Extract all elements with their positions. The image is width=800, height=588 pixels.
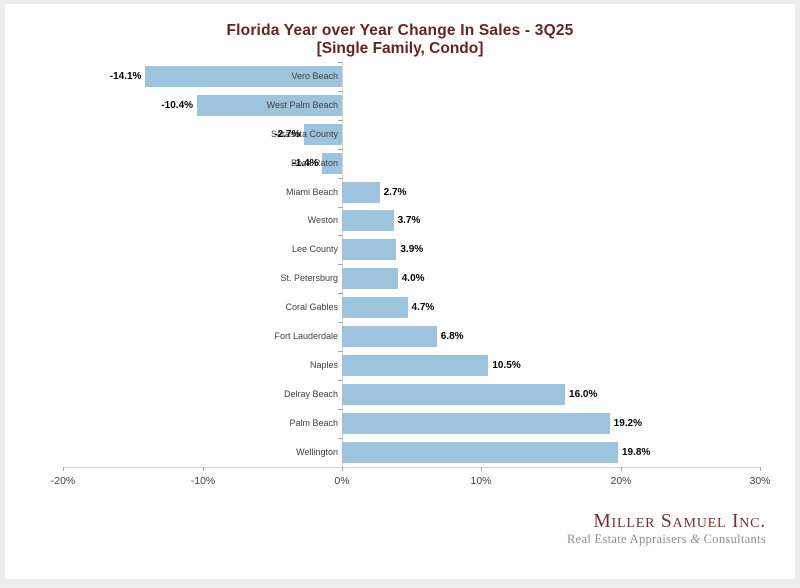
- bar: [322, 153, 342, 174]
- value-label: 3.7%: [397, 215, 421, 226]
- value-axis-tick: [203, 467, 204, 471]
- category-axis-tick: [338, 120, 343, 121]
- category-label: St. Petersburg: [280, 273, 338, 283]
- category-axis-tick: [338, 178, 343, 179]
- bar: [342, 384, 566, 405]
- category-label: Palm Beach: [289, 418, 338, 428]
- category-axis-tick: [338, 91, 343, 92]
- category-axis-tick: [338, 149, 343, 150]
- value-label: 4.0%: [401, 273, 425, 284]
- value-label: 6.8%: [440, 331, 464, 342]
- category-label: Miami Beach: [285, 187, 338, 197]
- category-label: West Palm Beach: [266, 100, 338, 110]
- category-label: Weston: [307, 215, 338, 225]
- value-label: 16.0%: [569, 389, 598, 400]
- logo-tagline-text: Real Estate Appraisers: [567, 532, 691, 546]
- value-axis-tick: [760, 467, 761, 471]
- value-axis-tick: [621, 467, 622, 471]
- chart-subtitle: [Single Family, Condo]: [316, 40, 484, 57]
- value-axis-tick-label: 30%: [749, 475, 771, 487]
- bar: [342, 268, 398, 289]
- value-axis-tick-label: -20%: [50, 475, 76, 487]
- category-label: Lee County: [291, 244, 338, 254]
- bar: [342, 326, 437, 347]
- bar: [342, 210, 394, 231]
- value-axis-tick: [342, 467, 343, 471]
- value-label: 2.7%: [383, 187, 407, 198]
- value-axis-tick-label: 20%: [610, 475, 632, 487]
- category-label: Coral Gables: [285, 302, 338, 312]
- category-axis-tick: [338, 264, 343, 265]
- bar: [304, 124, 342, 145]
- bar: [342, 297, 408, 318]
- value-label: 19.2%: [613, 418, 642, 429]
- bar: [342, 355, 489, 376]
- category-label: Delray Beach: [283, 389, 338, 399]
- value-label: 3.9%: [400, 244, 424, 255]
- logo-tagline: Real Estate Appraisers & Consultants: [567, 532, 766, 547]
- value-label: 4.7%: [411, 302, 435, 313]
- value-label: -14.1%: [109, 71, 142, 82]
- bar: [342, 182, 380, 203]
- category-axis-tick: [338, 207, 343, 208]
- bar: [342, 239, 397, 260]
- category-axis-tick: [338, 62, 343, 63]
- chart-title: Florida Year over Year Change In Sales -…: [226, 22, 574, 39]
- bar: [342, 442, 618, 463]
- value-label: -2.7%: [274, 129, 301, 140]
- category-axis-tick: [338, 235, 343, 236]
- value-label: -10.4%: [161, 100, 194, 111]
- value-axis-tick: [481, 467, 482, 471]
- value-axis-tick: [63, 467, 64, 471]
- logo: Miller Samuel Inc. Real Estate Appraiser…: [567, 512, 766, 547]
- value-axis-tick-label: -10%: [190, 475, 216, 487]
- category-label: Naples: [309, 360, 338, 370]
- value-label: -1.4%: [292, 158, 319, 169]
- logo-tagline-text: Consultants: [700, 532, 766, 546]
- logo-tagline-ampersand: &: [690, 532, 701, 546]
- value-label: 19.8%: [622, 447, 651, 458]
- category-axis-tick: [338, 293, 343, 294]
- bar: [197, 95, 342, 116]
- category-axis-tick: [338, 322, 343, 323]
- category-axis-tick: [338, 409, 343, 410]
- value-label: 10.5%: [492, 360, 521, 371]
- value-axis-line: [63, 467, 761, 468]
- value-axis-tick-label: 10%: [470, 475, 492, 487]
- value-axis-tick-label: 0%: [334, 475, 350, 487]
- logo-company-name: Miller Samuel Inc.: [593, 511, 766, 532]
- chart-panel: [5, 4, 795, 579]
- bar: [342, 413, 610, 434]
- category-label: Wellington: [296, 447, 338, 457]
- category-label: Fort Lauderdale: [274, 331, 338, 341]
- category-axis-tick: [338, 380, 343, 381]
- category-label: Vero Beach: [291, 71, 338, 81]
- category-axis-tick: [338, 438, 343, 439]
- category-label: Boca Raton: [290, 158, 338, 168]
- category-label: Sarasota County: [270, 129, 338, 139]
- category-axis-tick: [338, 351, 343, 352]
- bar: [145, 66, 342, 87]
